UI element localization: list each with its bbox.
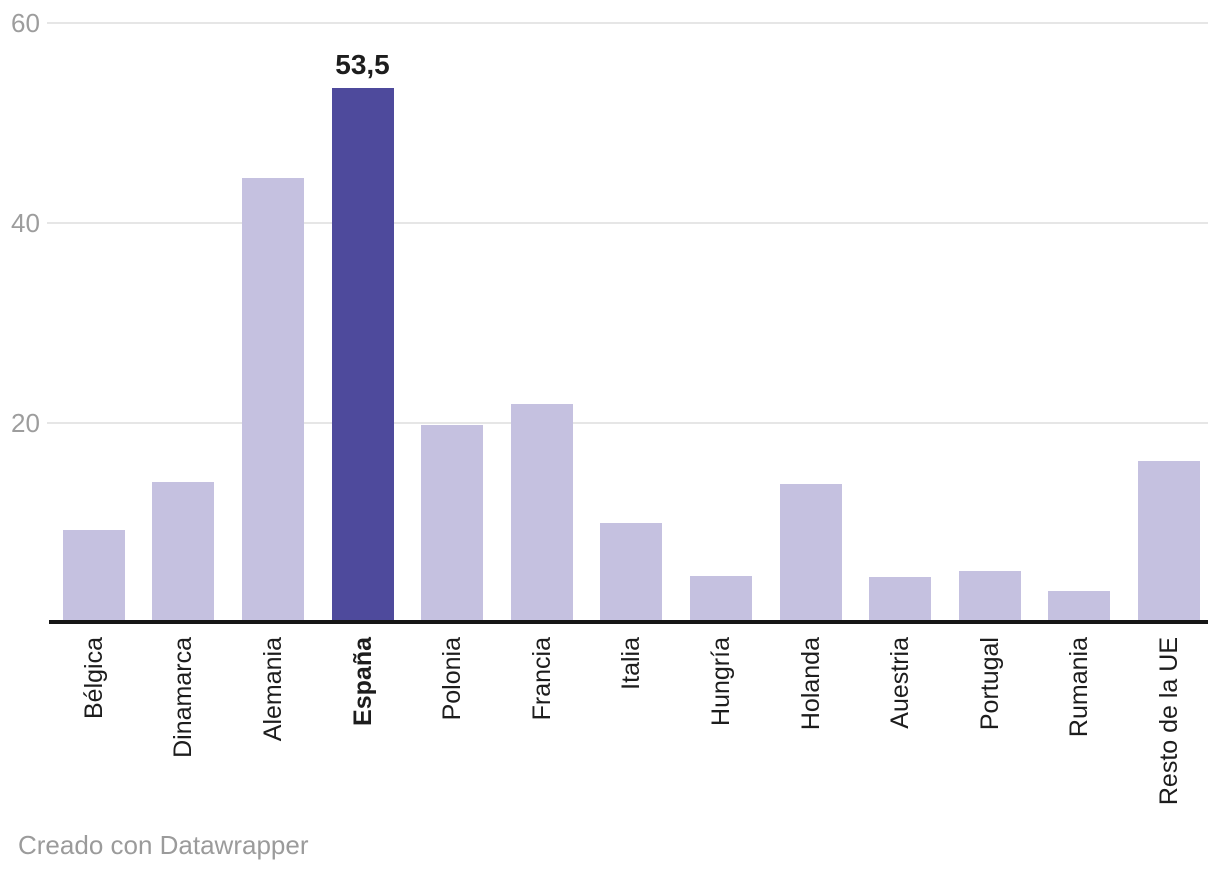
value-label-españa: 53,5 [335, 49, 390, 80]
category-label-hungría: Hungría [706, 637, 735, 726]
category-label-polonia: Polonia [438, 637, 467, 721]
bar-españa [331, 88, 394, 623]
x-axis-line [49, 620, 1208, 624]
category-label-portugal: Portugal [975, 637, 1004, 731]
gridline-20 [47, 422, 1208, 424]
bar-hungría [689, 576, 752, 623]
gridline-40 [47, 222, 1208, 224]
y-tick-label-20: 20 [11, 408, 40, 438]
category-label-alemania: Alemania [258, 637, 287, 742]
bar-dinamarca [152, 482, 215, 623]
y-tick-label-40: 40 [11, 208, 40, 238]
bar-holanda [779, 484, 842, 623]
bar-resto-de-la-ue [1137, 461, 1200, 623]
bar-auestria [869, 577, 932, 623]
category-label-dinamarca: Dinamarca [169, 637, 198, 758]
bar-polonia [421, 425, 484, 623]
bar-alemania [241, 178, 304, 623]
bar-portugal [958, 571, 1021, 623]
category-label-holanda: Holanda [796, 637, 825, 731]
category-label-italia: Italia [617, 637, 646, 690]
category-label-resto-de-la-ue: Resto de la UE [1154, 637, 1183, 806]
category-label-bélgica: Bélgica [79, 637, 108, 719]
y-tick-label-60: 60 [11, 8, 40, 38]
category-label-auestria: Auestria [886, 637, 915, 729]
bar-bélgica [62, 530, 125, 623]
gridline-60 [47, 22, 1208, 24]
bar-rumania [1048, 591, 1111, 623]
category-label-francia: Francia [527, 637, 556, 721]
attribution-text: Creado con Datawrapper [18, 830, 309, 860]
bar-francia [510, 404, 573, 623]
category-label-españa: España [348, 637, 377, 726]
bar-italia [600, 523, 663, 623]
category-label-rumania: Rumania [1065, 637, 1094, 738]
